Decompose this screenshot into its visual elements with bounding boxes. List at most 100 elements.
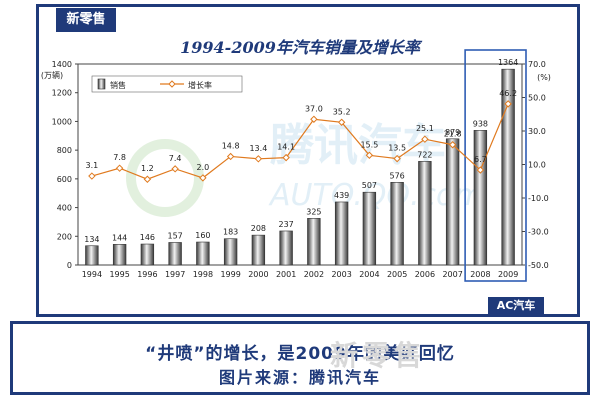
- legend-label-sales: 销售: [110, 80, 126, 90]
- bar-value-label: 439: [334, 191, 349, 200]
- x-tick-label: 1994: [82, 270, 102, 279]
- bar-value-label: 208: [251, 224, 266, 233]
- x-tick-label: 2003: [331, 270, 351, 279]
- legend-label-rate: 增长率: [188, 80, 212, 90]
- growth-rate-line: [91, 103, 509, 180]
- rate-point-1996: [143, 175, 152, 183]
- brand-badge: AC汽车: [488, 297, 544, 315]
- bar-2008: [473, 130, 488, 266]
- bar-1995: [112, 244, 127, 266]
- rate-value-label: 3.1: [86, 161, 99, 170]
- bar-value-label: 938: [473, 119, 488, 128]
- y2-tick-label: -30.0: [528, 228, 549, 237]
- legend-bar-swatch: [97, 78, 106, 90]
- x-tick-label: 2000: [248, 270, 268, 279]
- x-tick-label: 1996: [137, 270, 157, 279]
- rate-point-2001: [282, 153, 290, 162]
- rate-value-label: 14.1: [277, 143, 295, 152]
- y-tick-label: 1000: [52, 117, 72, 126]
- rate-value-label: 2.0: [197, 163, 210, 172]
- rate-point-2008: [476, 166, 485, 174]
- bar-value-label: 507: [362, 181, 377, 190]
- rate-value-label: 25.1: [416, 124, 434, 133]
- bar-value-label: 722: [417, 150, 432, 159]
- chart-svg: 腾讯汽车 AUTO.QQ.com 02004006008001000120014…: [41, 49, 551, 282]
- x-tick-label: 2006: [415, 270, 435, 279]
- bar-2002: [307, 218, 321, 266]
- rate-value-label: 1.2: [141, 164, 154, 173]
- bar-1999: [223, 238, 238, 266]
- x-tick-label: 1998: [193, 270, 213, 279]
- rate-point-2002: [310, 115, 318, 123]
- rate-value-label: 7.8: [113, 153, 126, 162]
- rate-value-label: 21.8: [444, 130, 462, 139]
- bar-value-label: 879: [445, 128, 460, 137]
- rate-point-2007: [448, 141, 457, 149]
- y2-axis-label: (%): [537, 73, 551, 82]
- y2-tick-label: -50.0: [528, 261, 549, 270]
- rate-value-label: 14.8: [222, 141, 240, 150]
- y-tick-label: 0: [67, 261, 72, 270]
- x-tick-label: 2009: [498, 270, 518, 279]
- bar-value-label: 160: [195, 231, 210, 240]
- y-tick-label: 800: [57, 146, 72, 155]
- bar-1997: [168, 242, 182, 266]
- bar-2006: [418, 161, 432, 266]
- bar-2004: [362, 191, 377, 266]
- y-tick-label: 200: [57, 232, 72, 241]
- bar-1994: [85, 245, 99, 266]
- rate-value-label: 46.2: [499, 89, 517, 98]
- x-tick-label: 2002: [304, 270, 324, 279]
- bar-value-label: 237: [278, 220, 293, 229]
- legend-marker: [168, 80, 176, 88]
- y-axis-label: (万辆): [41, 70, 63, 80]
- bar-2003: [334, 201, 349, 266]
- x-tick-label: 2007: [442, 270, 462, 279]
- rate-point-2003: [337, 118, 346, 126]
- bar-1998: [196, 241, 210, 266]
- bar-value-label: 157: [167, 231, 182, 240]
- y2-tick-label: 10.0: [528, 161, 546, 170]
- caption-line-2: 图片来源：腾讯汽车: [218, 368, 381, 387]
- bar-value-label: 183: [223, 228, 238, 237]
- bar-value-label: 146: [140, 233, 155, 242]
- rate-point-1998: [199, 174, 207, 182]
- bar-value-label: 576: [389, 171, 404, 180]
- rate-value-label: 35.2: [333, 107, 351, 116]
- y-tick-label: 1400: [52, 60, 72, 69]
- x-tick-label: 1997: [165, 270, 185, 279]
- y2-tick-label: 70.0: [528, 60, 546, 69]
- caption-line-1: “井喷”的增长，是2009年的美好回忆: [145, 344, 455, 364]
- rate-point-2006: [421, 135, 429, 143]
- y2-tick-label: 50.0: [528, 94, 546, 103]
- x-tick-label: 2008: [470, 270, 490, 279]
- chart-title: 1994-2009年汽车销量及增长率: [180, 38, 420, 57]
- x-tick-label: 2001: [276, 270, 296, 279]
- bar-value-label: 144: [112, 233, 127, 242]
- rate-point-1994: [88, 172, 96, 180]
- y2-tick-label: -10.0: [528, 194, 549, 203]
- bar-value-label: 1364: [498, 58, 518, 67]
- highlight-box: [464, 49, 527, 282]
- caption-box: “井喷”的增长，是2009年的美好回忆 图片来源：腾讯汽车: [10, 321, 590, 395]
- rate-value-label: 13.4: [249, 144, 267, 153]
- x-tick-label: 2005: [387, 270, 407, 279]
- header-tag: 新零售: [56, 8, 116, 32]
- bar-value-label: 325: [306, 207, 321, 216]
- bar-2007: [445, 138, 460, 266]
- rate-value-label: 6.7: [474, 155, 487, 164]
- bar-2005: [390, 182, 404, 266]
- rate-point-2005: [393, 154, 401, 163]
- bar-2009: [501, 68, 515, 266]
- bar-value-label: 134: [84, 235, 99, 244]
- bar-1996: [140, 243, 155, 266]
- y2-tick-label: 30.0: [528, 127, 546, 136]
- y-tick-label: 600: [57, 175, 72, 184]
- y-tick-label: 400: [57, 204, 72, 213]
- bar-2001: [279, 230, 293, 266]
- rate-value-label: 15.5: [360, 140, 378, 149]
- rate-value-label: 37.0: [305, 104, 323, 113]
- x-tick-label: 2004: [359, 270, 379, 279]
- x-tick-label: 1995: [109, 270, 129, 279]
- rate-point-1999: [226, 152, 235, 161]
